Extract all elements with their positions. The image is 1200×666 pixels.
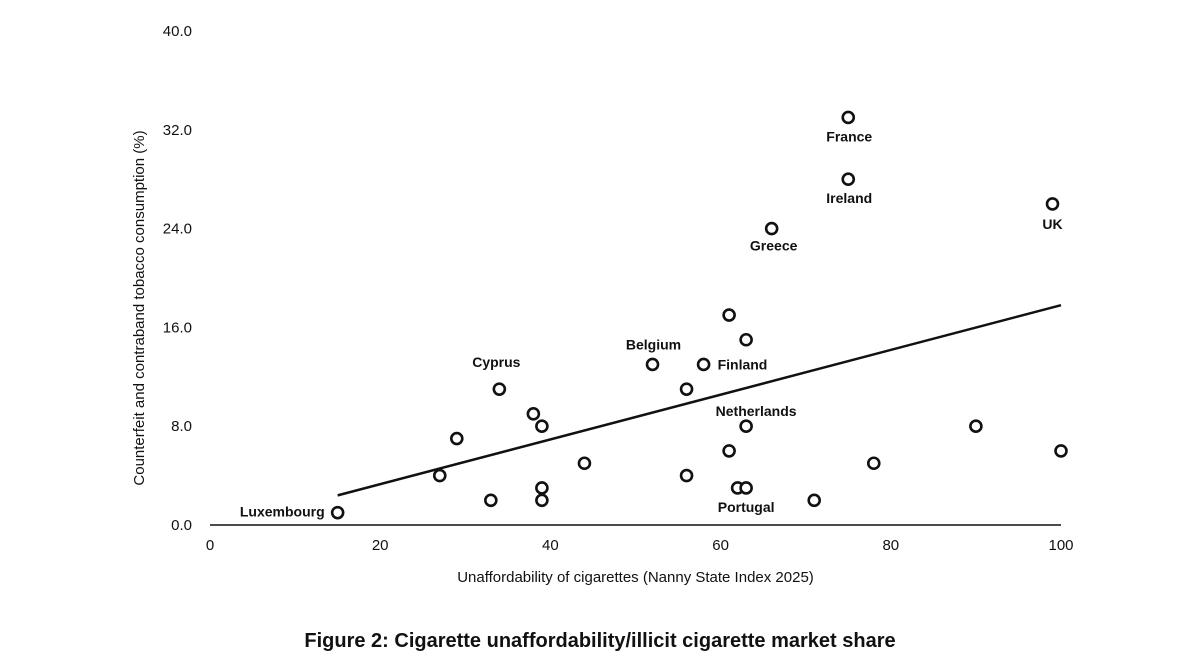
point-label: Ireland [826, 190, 872, 206]
point-labels: Luxembourg Cyprus Belgium Finland Netherland… [240, 128, 1063, 519]
y-tick-label: 32.0 [163, 122, 192, 139]
data-points [330, 110, 1068, 520]
data-point [492, 382, 507, 396]
data-point [535, 419, 549, 434]
data-point [535, 481, 549, 495]
x-tick-label: 40 [542, 537, 559, 554]
point-label: Netherlands [716, 403, 797, 419]
point-label: UK [1042, 216, 1062, 232]
data-point [841, 110, 856, 125]
x-tick-label: 80 [882, 537, 899, 554]
data-point [969, 419, 983, 434]
y-tick-label: 24.0 [163, 221, 192, 238]
data-point [841, 172, 856, 186]
x-axis-ticks: 0 20 40 60 80 100 [206, 537, 1074, 554]
y-tick-label: 16.0 [163, 319, 192, 336]
data-point [764, 221, 779, 236]
data-point [526, 407, 541, 421]
point-label: Greece [750, 238, 798, 254]
y-tick-label: 8.0 [171, 418, 192, 435]
data-point [535, 493, 549, 508]
point-label: France [826, 128, 872, 144]
scatter-chart: 0.0 8.0 16.0 24.0 32.0 40.0 0 20 40 60 80 100 Luxe… [131, 23, 1074, 586]
x-tick-label: 60 [712, 537, 729, 554]
x-tick-label: 100 [1048, 537, 1073, 554]
data-point [679, 382, 694, 396]
data-point [577, 456, 592, 471]
y-tick-label: 40.0 [163, 23, 192, 40]
point-label: Cyprus [472, 354, 520, 370]
data-point [449, 431, 464, 446]
y-axis-title: Counterfeit and contraband tobacco consu… [131, 130, 148, 485]
y-axis-ticks: 0.0 8.0 16.0 24.0 32.0 40.0 [163, 23, 192, 534]
data-point [432, 468, 447, 483]
data-point [330, 505, 345, 520]
data-point [807, 493, 822, 508]
trend-line [337, 303, 1062, 497]
point-label: Belgium [626, 336, 681, 352]
data-point [739, 481, 753, 495]
point-label: Portugal [718, 499, 775, 515]
data-point [1054, 444, 1068, 458]
x-tick-label: 0 [206, 537, 214, 554]
data-point [645, 357, 660, 372]
data-point [1045, 197, 1060, 211]
data-point [739, 419, 753, 434]
data-point [679, 468, 694, 483]
figure-caption: Figure 2: Cigarette unaffordability/illi… [304, 630, 896, 652]
point-label: Luxembourg [240, 504, 325, 520]
data-point [484, 493, 498, 508]
data-point [722, 444, 736, 458]
x-axis-title: Unaffordability of cigarettes (Nanny Sta… [457, 569, 814, 586]
y-tick-label: 0.0 [171, 517, 192, 534]
data-point [722, 308, 736, 322]
data-point [696, 357, 711, 372]
data-point [866, 456, 881, 471]
point-label: Finland [718, 356, 768, 372]
data-point [739, 332, 753, 347]
x-tick-label: 20 [372, 537, 389, 554]
